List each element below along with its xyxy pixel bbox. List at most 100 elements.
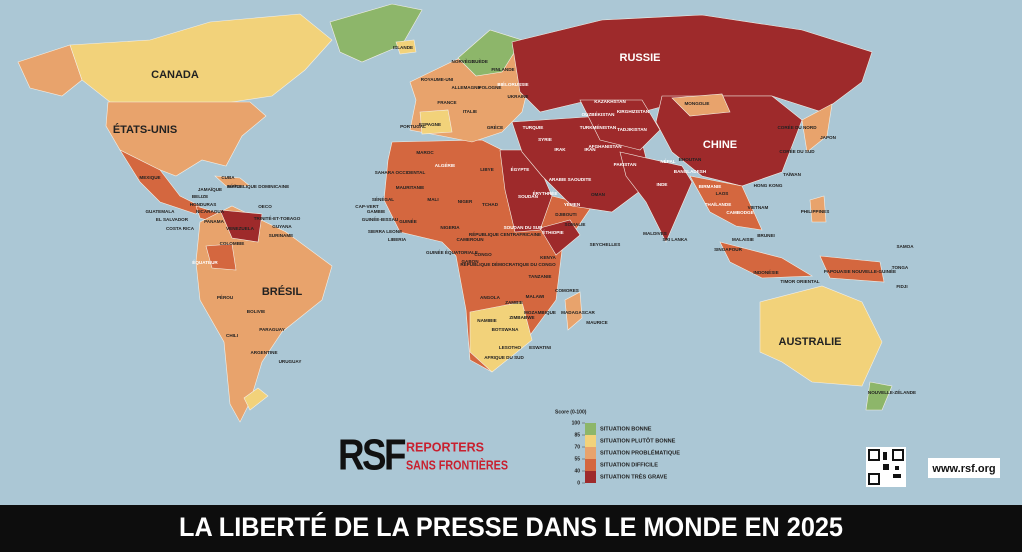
country-label: CONGO [474, 252, 492, 257]
country-label: MONGOLIE [684, 101, 709, 106]
country-label: RÉPUBLIQUE DÉMOCRATIQUE DU CONGO [460, 260, 556, 267]
country-label: TCHAD [482, 202, 499, 207]
country-label: YÉMEN [564, 200, 581, 207]
country-label: CUBA [221, 175, 235, 180]
country-shape [801, 103, 833, 153]
country-label: TIMOR ORIENTAL [780, 279, 819, 284]
country-label: SIERRA LEONE [368, 229, 402, 234]
country-label: TURQUIE [523, 125, 544, 130]
country-label: BANGLADESH [674, 169, 707, 174]
country-label: AFGHANISTAN [588, 144, 622, 149]
country-label: MAURITANIE [396, 185, 425, 190]
country-shape [419, 109, 453, 135]
country-label: MALI [427, 197, 438, 202]
country-label: BRUNEI [757, 233, 775, 238]
country-shape [689, 175, 763, 231]
country-label: TADJIKISTAN [617, 127, 647, 132]
country-label: SOMALIE [565, 222, 586, 227]
country-label: ESPAGNE [419, 122, 441, 127]
country-label: KAZAKHSTAN [594, 99, 626, 104]
country-label: VENEZUELA [226, 226, 255, 231]
country-label: CORÉE DU SUD [779, 147, 815, 154]
country-label: DJIBOUTI [555, 212, 576, 217]
country-label: PAKISTAN [614, 162, 637, 167]
country-label: SUÈDE [472, 57, 488, 64]
country-label: INDONÉSIE [753, 268, 778, 275]
country-shape [219, 209, 263, 243]
country-label: KIRGHIZISTAN [617, 109, 650, 114]
country-label: GUINÉE-BISSAU [362, 215, 399, 222]
legend-label: SITUATION BONNE [600, 426, 652, 432]
country-label: SINGAPOUR [714, 247, 743, 252]
country-shape [619, 151, 693, 243]
country-label: GUATEMALA [145, 209, 175, 214]
country-label: MAROC [416, 150, 434, 155]
country-label: GUYANA [272, 224, 292, 229]
country-label: PÉROU [217, 293, 234, 300]
website: www.rsf.org [931, 463, 995, 475]
country-label: SOUDAN [518, 194, 539, 199]
country-label: PANAMA [204, 219, 225, 224]
country-label: CAMEROUN [456, 237, 484, 242]
country-label: COLOMBIE [220, 241, 245, 246]
country-label: SAHARA OCCIDENTAL [375, 170, 426, 175]
country-label: GUINÉE [399, 217, 417, 224]
country-label: ROYAUME-UNI [421, 77, 454, 82]
country-label: NORVÈGE [452, 57, 475, 64]
website-box [928, 458, 1000, 478]
logo: RSF REPORTERS SANS FRONTIÈRES [338, 431, 508, 480]
country-label: SYRIE [538, 137, 552, 142]
country-label: BIÉLORUSSIE [497, 80, 528, 87]
country-label: GAMBIE [367, 209, 385, 214]
country-label: MALAISIE [732, 237, 754, 242]
country-label: SÉNÉGAL [372, 195, 394, 202]
country-label: THAÏLANDE [705, 201, 732, 207]
logo-name: SANS FRONTIÈRES [406, 457, 508, 472]
country-label: TANZANIE [529, 274, 552, 279]
country-shape [759, 285, 883, 387]
country-label: BOLIVIE [247, 309, 265, 314]
country-label: NICARAGUA [196, 209, 225, 214]
country-label: SAMOA [896, 244, 914, 249]
country-label: NAMIBIE [477, 318, 496, 323]
country-label: LAOS [716, 191, 729, 196]
country-label: INDE [657, 182, 668, 187]
country-label: RÉPUBLIQUE CENTRAFRICAINE [469, 230, 541, 237]
country-label: ÉGYPTE [511, 165, 530, 172]
country-label-major: CHINE [703, 139, 737, 151]
country-shape [719, 241, 814, 279]
country-label-major: CANADA [151, 69, 199, 81]
country-label: FRANCE [437, 100, 456, 105]
country-shape [457, 29, 523, 77]
legend-swatch [585, 447, 596, 459]
country-label: HAÏTI [228, 183, 240, 189]
country-label-major: RUSSIE [620, 52, 661, 64]
country-shape [579, 99, 661, 151]
legend-swatch [585, 423, 596, 435]
country-label: UKRAINE [508, 94, 529, 99]
country-label: RÉPUBLIQUE DOMINICAINE [227, 182, 289, 189]
qr-module [893, 474, 901, 478]
country-label: BIRMANIE [699, 184, 722, 189]
country-label: FIDJI [896, 284, 907, 289]
country-shape [819, 255, 885, 283]
qr-module [895, 466, 899, 470]
country-label: MEXIQUE [139, 175, 160, 180]
country-shape [105, 101, 267, 177]
country-label: ÉRYTHRÉE [533, 189, 558, 196]
country-label: GUINÉE ÉQUATORIALE [426, 248, 478, 255]
country-label: NIGER [458, 199, 473, 204]
legend-tick-label: 0 [577, 480, 580, 486]
country-label: LESOTHO [499, 345, 522, 350]
country-labels: CANADA ÉTATS-UNIS RUSSIE CHINE BRÉSIL AUSTRAL… [113, 45, 916, 395]
country-label: COMORES [555, 288, 579, 293]
title-bar [0, 505, 1022, 552]
country-label: ALGÉRIE [435, 161, 455, 168]
country-label: ZIMBABWE [509, 315, 534, 320]
country-label: CAMBODGE [726, 210, 753, 215]
legend-tick-label: 70 [574, 444, 580, 450]
qr-finder [892, 449, 904, 461]
country-label: MOZAMBIQUE [524, 310, 556, 315]
country-label: GABON [461, 259, 479, 264]
